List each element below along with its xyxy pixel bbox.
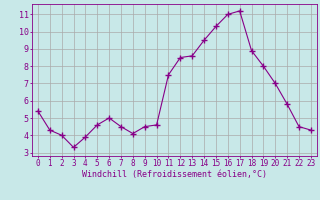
X-axis label: Windchill (Refroidissement éolien,°C): Windchill (Refroidissement éolien,°C) — [82, 170, 267, 179]
